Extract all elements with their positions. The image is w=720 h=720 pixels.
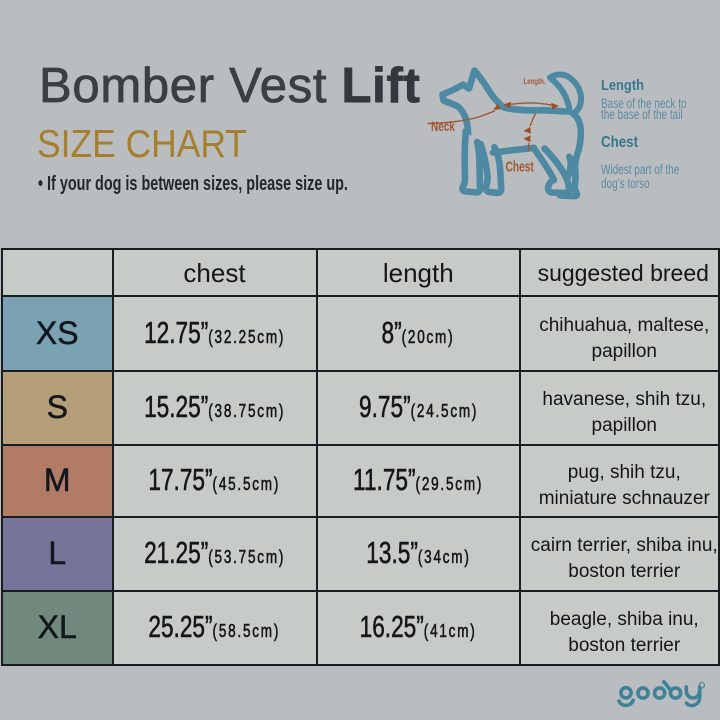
svg-text:Length.: Length.	[524, 76, 546, 86]
svg-text:Neck: Neck	[431, 118, 455, 134]
svg-text:Chest: Chest	[506, 157, 535, 175]
